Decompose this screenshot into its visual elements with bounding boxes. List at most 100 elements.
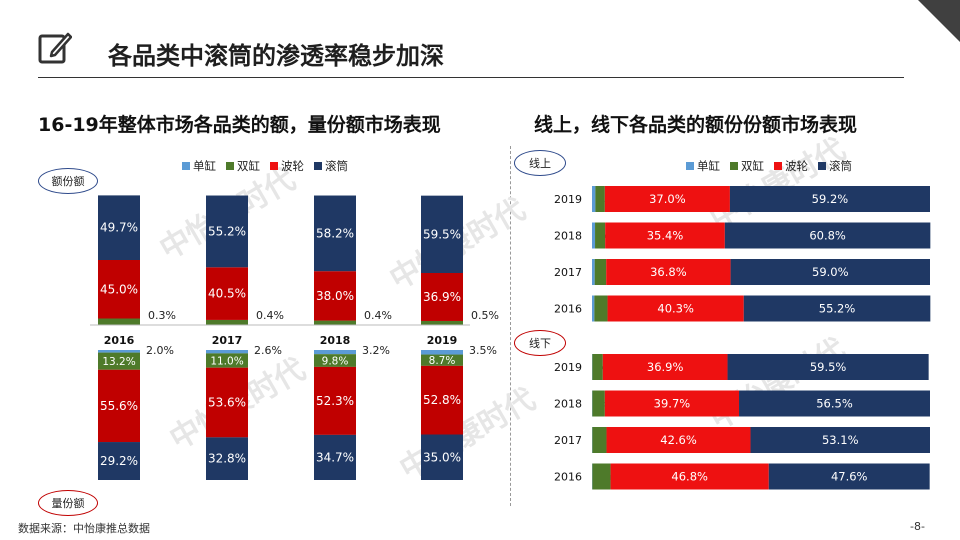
bar-segment bbox=[98, 352, 140, 370]
legend-item: 波轮 bbox=[774, 158, 808, 174]
value-share-label: 额份额 bbox=[38, 168, 98, 194]
bar-segment bbox=[206, 367, 248, 438]
data-label: 58.2% bbox=[316, 226, 354, 240]
page-title: 各品类中滚筒的渗透率稳步加深 bbox=[108, 42, 444, 70]
data-label: 59.2% bbox=[812, 192, 849, 206]
legend-swatch-twin-tub bbox=[730, 162, 738, 170]
bar-segment bbox=[314, 350, 356, 355]
bar-segment bbox=[592, 222, 596, 249]
data-label: 0.4% bbox=[256, 309, 284, 322]
bar-segment bbox=[206, 267, 248, 320]
legend-swatch-single-tub bbox=[686, 162, 694, 170]
data-label: 32.8% bbox=[208, 452, 246, 466]
bar-segment bbox=[592, 295, 595, 322]
data-label: 38.0% bbox=[316, 289, 354, 303]
legend-label: 波轮 bbox=[281, 159, 304, 173]
bar-segment bbox=[98, 442, 140, 480]
category-label: 2019 bbox=[554, 193, 582, 206]
category-label: 2017 bbox=[212, 334, 243, 347]
data-label: 40.3% bbox=[657, 302, 694, 316]
data-label: 36.9% bbox=[647, 360, 684, 374]
data-label: 47.6% bbox=[831, 470, 868, 484]
category-label: 2018 bbox=[320, 334, 351, 347]
bar-segment bbox=[592, 259, 595, 285]
data-label: 34.7% bbox=[316, 450, 354, 464]
category-label: 2019 bbox=[554, 361, 582, 374]
data-label: 36.8% bbox=[650, 265, 687, 279]
data-label: 40.5% bbox=[208, 287, 246, 301]
bar-segment bbox=[724, 222, 931, 249]
online-offline-share-chart: 20191.0%2.8%37.0%59.2%20180.9%3.0%35.4%6… bbox=[554, 186, 931, 490]
bar-segment bbox=[206, 353, 248, 368]
data-label: 55.2% bbox=[819, 302, 856, 316]
bar-segment bbox=[98, 318, 140, 325]
right-subtitle: 线上，线下各品类的额份份额市场表现 bbox=[534, 114, 858, 136]
bar-segment bbox=[743, 295, 931, 322]
data-label: 52.8% bbox=[423, 393, 461, 407]
data-label: 53.1% bbox=[822, 433, 859, 447]
data-label: 11.0% bbox=[210, 356, 243, 368]
bar-segment bbox=[594, 259, 607, 285]
offline-label: 线下 bbox=[514, 330, 566, 356]
legend-swatch-single-tub bbox=[182, 162, 190, 170]
data-label: 0.4% bbox=[364, 309, 392, 322]
data-label: 55.2% bbox=[208, 224, 246, 238]
data-label: 59.0% bbox=[812, 265, 849, 279]
data-label: 3.2% bbox=[362, 344, 390, 357]
edit-icon bbox=[38, 32, 72, 64]
bar-segment bbox=[592, 427, 607, 453]
legend-swatch-drum bbox=[314, 162, 322, 170]
bar-segment bbox=[739, 390, 930, 417]
bar-segment bbox=[594, 295, 608, 322]
data-label: 55.6% bbox=[100, 399, 138, 413]
bar-segment bbox=[592, 354, 603, 380]
data-label: 56.5% bbox=[816, 397, 853, 411]
legend-item: 双缸 bbox=[730, 158, 764, 174]
volume-share-label: 量份额 bbox=[38, 490, 98, 516]
bar-segment bbox=[727, 354, 929, 380]
data-label: 39.7% bbox=[654, 397, 691, 411]
bar-segment bbox=[98, 369, 140, 443]
bar-segment bbox=[206, 437, 248, 480]
data-label: 13.2% bbox=[102, 356, 135, 368]
bar-segment bbox=[602, 354, 728, 380]
data-label: 45.0% bbox=[100, 282, 138, 296]
bar-segment bbox=[421, 354, 463, 366]
bar-segment bbox=[607, 295, 744, 322]
bar-segment bbox=[206, 195, 248, 268]
category-label: 2018 bbox=[554, 230, 582, 243]
left-legend: 单缸 双缸 波轮 滚筒 bbox=[182, 158, 348, 174]
bar-segment bbox=[98, 350, 140, 353]
legend-swatch-twin-tub bbox=[226, 162, 234, 170]
bar-segment bbox=[421, 365, 463, 435]
data-label: 9.8% bbox=[322, 356, 349, 368]
bar-segment bbox=[605, 222, 725, 249]
bar-segment bbox=[314, 320, 356, 325]
bar-segment bbox=[98, 260, 140, 319]
legend-label: 滚筒 bbox=[325, 159, 348, 173]
legend-item: 滚筒 bbox=[818, 158, 852, 174]
data-source: 数据来源：中怡康推总数据 bbox=[18, 522, 150, 535]
data-label: 59.5% bbox=[423, 227, 461, 241]
data-label: 46.8% bbox=[671, 470, 708, 484]
bar-segment bbox=[421, 320, 463, 325]
data-label: 59.5% bbox=[810, 360, 847, 374]
bar-segment bbox=[314, 195, 356, 272]
legend-item: 单缸 bbox=[182, 158, 216, 174]
legend-label: 双缸 bbox=[237, 159, 260, 173]
section-divider bbox=[510, 146, 511, 506]
data-label: 3.5% bbox=[469, 344, 497, 357]
left-subtitle: 16-19年整体市场各品类的额，量份额市场表现 bbox=[38, 114, 441, 136]
bar-segment bbox=[314, 354, 356, 367]
bar-segment bbox=[206, 350, 248, 354]
online-label: 线上 bbox=[514, 150, 566, 176]
data-label: 36.9% bbox=[423, 290, 461, 304]
bar-segment bbox=[206, 319, 248, 325]
data-label: 37.0% bbox=[649, 192, 686, 206]
legend-item: 单缸 bbox=[686, 158, 720, 174]
data-label: 35.0% bbox=[423, 450, 461, 464]
bar-segment bbox=[729, 186, 930, 212]
legend-label: 单缸 bbox=[193, 159, 216, 173]
legend-item: 双缸 bbox=[226, 158, 260, 174]
bar-segment bbox=[610, 463, 769, 490]
